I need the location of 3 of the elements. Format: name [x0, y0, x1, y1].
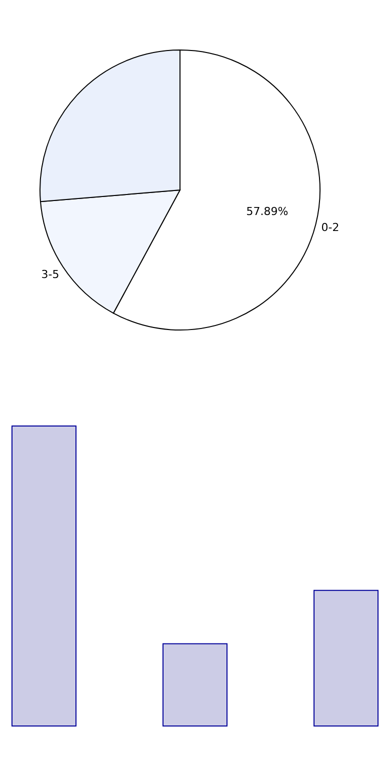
data-label: 57.89% [246, 205, 288, 218]
slice-label: 0-2 [321, 221, 340, 234]
slice-label: 3-5 [41, 268, 60, 281]
